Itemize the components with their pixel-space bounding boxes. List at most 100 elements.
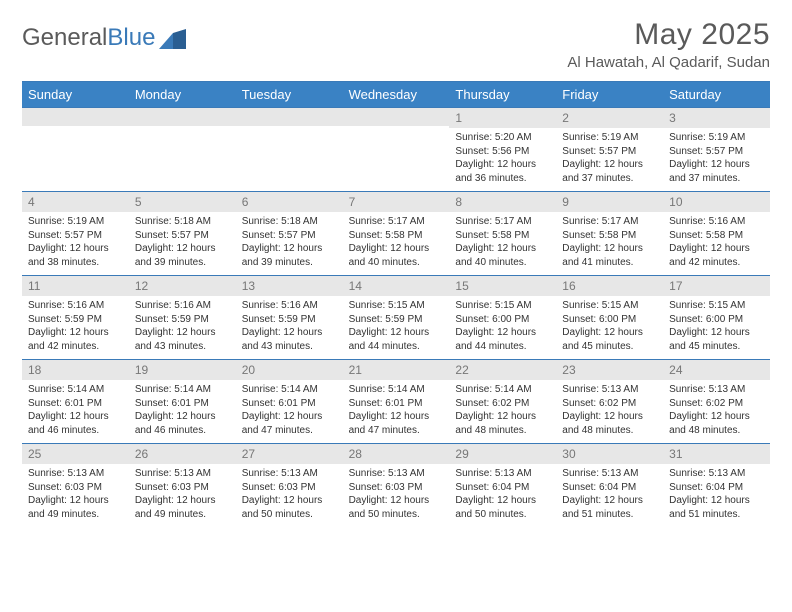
- sunset-text: Sunset: 6:04 PM: [455, 481, 550, 495]
- day-number: 20: [236, 360, 343, 380]
- calendar-cell: 2Sunrise: 5:19 AMSunset: 5:57 PMDaylight…: [556, 108, 663, 191]
- sunrise-text: Sunrise: 5:16 AM: [28, 299, 123, 313]
- calendar-week: 25Sunrise: 5:13 AMSunset: 6:03 PMDayligh…: [22, 443, 770, 527]
- weekday-header: Tuesday: [236, 82, 343, 107]
- sunset-text: Sunset: 5:59 PM: [28, 313, 123, 327]
- day-details: Sunrise: 5:13 AMSunset: 6:04 PMDaylight:…: [556, 464, 663, 527]
- calendar-cell: 11Sunrise: 5:16 AMSunset: 5:59 PMDayligh…: [22, 276, 129, 359]
- day-number: 31: [663, 444, 770, 464]
- day-number: 3: [663, 108, 770, 128]
- calendar-cell: 24Sunrise: 5:13 AMSunset: 6:02 PMDayligh…: [663, 360, 770, 443]
- sunset-text: Sunset: 5:58 PM: [349, 229, 444, 243]
- calendar-cell: 14Sunrise: 5:15 AMSunset: 5:59 PMDayligh…: [343, 276, 450, 359]
- calendar-cell: [236, 108, 343, 191]
- day-number: 4: [22, 192, 129, 212]
- daylight-text: Daylight: 12 hours and 37 minutes.: [562, 158, 657, 185]
- calendar-cell: 8Sunrise: 5:17 AMSunset: 5:58 PMDaylight…: [449, 192, 556, 275]
- day-number: 26: [129, 444, 236, 464]
- day-number: 29: [449, 444, 556, 464]
- day-number: 17: [663, 276, 770, 296]
- day-details: Sunrise: 5:16 AMSunset: 5:59 PMDaylight:…: [236, 296, 343, 359]
- daylight-text: Daylight: 12 hours and 37 minutes.: [669, 158, 764, 185]
- location-text: Al Hawatah, Al Qadarif, Sudan: [567, 54, 770, 71]
- sunset-text: Sunset: 5:57 PM: [135, 229, 230, 243]
- daylight-text: Daylight: 12 hours and 43 minutes.: [135, 326, 230, 353]
- sunrise-text: Sunrise: 5:13 AM: [349, 467, 444, 481]
- calendar-cell: 5Sunrise: 5:18 AMSunset: 5:57 PMDaylight…: [129, 192, 236, 275]
- day-number: 15: [449, 276, 556, 296]
- sunset-text: Sunset: 5:57 PM: [28, 229, 123, 243]
- daylight-text: Daylight: 12 hours and 44 minutes.: [349, 326, 444, 353]
- calendar-cell: 17Sunrise: 5:15 AMSunset: 6:00 PMDayligh…: [663, 276, 770, 359]
- day-number: [236, 108, 343, 126]
- sunrise-text: Sunrise: 5:15 AM: [455, 299, 550, 313]
- calendar-cell: [343, 108, 450, 191]
- day-details: Sunrise: 5:15 AMSunset: 6:00 PMDaylight:…: [663, 296, 770, 359]
- day-number: 28: [343, 444, 450, 464]
- day-details: Sunrise: 5:18 AMSunset: 5:57 PMDaylight:…: [236, 212, 343, 275]
- daylight-text: Daylight: 12 hours and 49 minutes.: [135, 494, 230, 521]
- day-details: Sunrise: 5:14 AMSunset: 6:01 PMDaylight:…: [236, 380, 343, 443]
- sunrise-text: Sunrise: 5:13 AM: [562, 383, 657, 397]
- sunset-text: Sunset: 6:00 PM: [455, 313, 550, 327]
- day-number: 19: [129, 360, 236, 380]
- day-details: Sunrise: 5:15 AMSunset: 6:00 PMDaylight:…: [556, 296, 663, 359]
- daylight-text: Daylight: 12 hours and 41 minutes.: [562, 242, 657, 269]
- day-number: [129, 108, 236, 126]
- day-details: Sunrise: 5:18 AMSunset: 5:57 PMDaylight:…: [129, 212, 236, 275]
- daylight-text: Daylight: 12 hours and 40 minutes.: [455, 242, 550, 269]
- calendar-cell: 29Sunrise: 5:13 AMSunset: 6:04 PMDayligh…: [449, 444, 556, 527]
- sunrise-text: Sunrise: 5:19 AM: [562, 131, 657, 145]
- calendar-cell: 6Sunrise: 5:18 AMSunset: 5:57 PMDaylight…: [236, 192, 343, 275]
- sunset-text: Sunset: 5:56 PM: [455, 145, 550, 159]
- sunset-text: Sunset: 5:58 PM: [562, 229, 657, 243]
- daylight-text: Daylight: 12 hours and 46 minutes.: [135, 410, 230, 437]
- day-number: 2: [556, 108, 663, 128]
- daylight-text: Daylight: 12 hours and 36 minutes.: [455, 158, 550, 185]
- sunset-text: Sunset: 5:57 PM: [242, 229, 337, 243]
- sunset-text: Sunset: 6:02 PM: [562, 397, 657, 411]
- day-details: Sunrise: 5:17 AMSunset: 5:58 PMDaylight:…: [556, 212, 663, 275]
- brand-part2: Blue: [107, 24, 155, 52]
- day-number: 1: [449, 108, 556, 128]
- sunrise-text: Sunrise: 5:18 AM: [242, 215, 337, 229]
- sunrise-text: Sunrise: 5:16 AM: [669, 215, 764, 229]
- sunrise-text: Sunrise: 5:18 AM: [135, 215, 230, 229]
- calendar-cell: 21Sunrise: 5:14 AMSunset: 6:01 PMDayligh…: [343, 360, 450, 443]
- sunset-text: Sunset: 6:00 PM: [669, 313, 764, 327]
- sunrise-text: Sunrise: 5:13 AM: [562, 467, 657, 481]
- calendar-cell: 25Sunrise: 5:13 AMSunset: 6:03 PMDayligh…: [22, 444, 129, 527]
- day-number: 13: [236, 276, 343, 296]
- calendar-cell: 20Sunrise: 5:14 AMSunset: 6:01 PMDayligh…: [236, 360, 343, 443]
- day-details: Sunrise: 5:13 AMSunset: 6:04 PMDaylight:…: [449, 464, 556, 527]
- sunset-text: Sunset: 6:01 PM: [242, 397, 337, 411]
- weeks-container: 1Sunrise: 5:20 AMSunset: 5:56 PMDaylight…: [22, 107, 770, 527]
- sunrise-text: Sunrise: 5:13 AM: [28, 467, 123, 481]
- day-number: 30: [556, 444, 663, 464]
- daylight-text: Daylight: 12 hours and 45 minutes.: [669, 326, 764, 353]
- day-details: Sunrise: 5:13 AMSunset: 6:03 PMDaylight:…: [236, 464, 343, 527]
- day-number: 16: [556, 276, 663, 296]
- calendar-cell: 22Sunrise: 5:14 AMSunset: 6:02 PMDayligh…: [449, 360, 556, 443]
- day-number: 22: [449, 360, 556, 380]
- daylight-text: Daylight: 12 hours and 46 minutes.: [28, 410, 123, 437]
- day-number: 6: [236, 192, 343, 212]
- sunrise-text: Sunrise: 5:13 AM: [135, 467, 230, 481]
- day-number: 10: [663, 192, 770, 212]
- calendar-cell: 13Sunrise: 5:16 AMSunset: 5:59 PMDayligh…: [236, 276, 343, 359]
- sunset-text: Sunset: 6:02 PM: [669, 397, 764, 411]
- daylight-text: Daylight: 12 hours and 50 minutes.: [349, 494, 444, 521]
- calendar-cell: 12Sunrise: 5:16 AMSunset: 5:59 PMDayligh…: [129, 276, 236, 359]
- brand-part1: General: [22, 24, 107, 52]
- daylight-text: Daylight: 12 hours and 48 minutes.: [455, 410, 550, 437]
- daylight-text: Daylight: 12 hours and 50 minutes.: [242, 494, 337, 521]
- sunrise-text: Sunrise: 5:17 AM: [455, 215, 550, 229]
- daylight-text: Daylight: 12 hours and 40 minutes.: [349, 242, 444, 269]
- title-block: May 2025 Al Hawatah, Al Qadarif, Sudan: [567, 18, 770, 71]
- day-details: Sunrise: 5:16 AMSunset: 5:59 PMDaylight:…: [129, 296, 236, 359]
- sunset-text: Sunset: 6:01 PM: [349, 397, 444, 411]
- day-number: 21: [343, 360, 450, 380]
- calendar-cell: 28Sunrise: 5:13 AMSunset: 6:03 PMDayligh…: [343, 444, 450, 527]
- sunset-text: Sunset: 5:58 PM: [669, 229, 764, 243]
- calendar-cell: 27Sunrise: 5:13 AMSunset: 6:03 PMDayligh…: [236, 444, 343, 527]
